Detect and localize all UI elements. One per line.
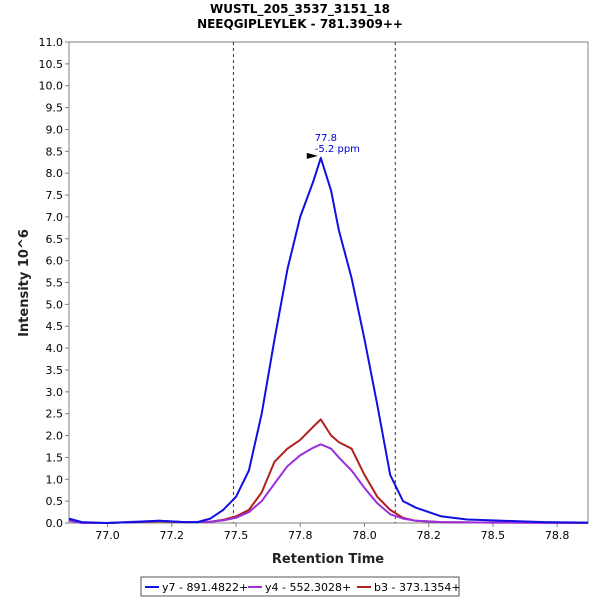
y-tick-label: 1.0 [46,473,64,486]
peak-rt-label: 77.8 [315,133,337,144]
peak-ppm-label: -5.2 ppm [315,144,360,155]
legend-item: b3 - 373.1354+ [374,581,461,594]
peak-marker [306,152,318,159]
y-tick-label: 6.0 [46,255,64,268]
x-tick-label: 77.8 [288,529,313,542]
x-tick-label: 78.5 [481,529,506,542]
series-line-y7 [68,156,589,524]
y-tick-label: 8.0 [46,167,64,180]
x-tick-label: 77.2 [160,529,185,542]
y-tick-label: 10.5 [39,58,64,71]
y-tick-label: 6.5 [46,233,64,246]
y-tick-label: 9.0 [46,123,64,136]
series-layer [68,156,589,524]
integration-bounds [232,42,396,523]
y-tick-label: 10.0 [39,80,64,93]
y-tick-label: 8.5 [46,145,64,158]
y-tick-label: 5.0 [46,298,64,311]
legend-frame [140,576,460,597]
y-tick-label: 7.0 [46,211,64,224]
y-axis: 0.0 0.5 1.0 1.5 2.0 2.5 3.0 3.5 4.0 4.5 5.0 5.5 6.0 6… [39,36,69,530]
y-tick-label: 9.5 [46,102,64,115]
y-tick-label: 0.5 [46,495,64,508]
legend-item: y4 - 552.3028+ [265,581,351,594]
x-tick-label: 78.2 [416,529,441,542]
x-axis-label: Retention Time [272,552,384,567]
y-tick-label: 0.0 [46,517,64,530]
chart-subtitle: NEEQGIPLEYLEK - 781.3909++ [197,17,403,31]
x-tick-label: 78.8 [545,529,570,542]
legend: y7 - 891.4822+ y4 - 552.3028+ b3 - 373.135… [140,576,461,597]
y-tick-label: 5.5 [46,277,64,290]
y-tick-label: 2.0 [46,430,64,443]
y-tick-label: 4.0 [46,342,64,355]
y-tick-label: 2.5 [46,408,64,421]
x-tick-label: 77.0 [95,529,120,542]
y-tick-label: 1.5 [46,451,64,464]
y-tick-label: 11.0 [39,36,64,49]
y-tick-label: 4.5 [46,320,64,333]
y-tick-label: 3.0 [46,386,64,399]
peak-annotation: 77.8 -5.2 ppm [306,133,360,159]
y-axis-label: Intensity 10^6 [17,229,32,337]
y-tick-label: 3.5 [46,364,64,377]
x-axis: 77.0 77.2 77.5 77.8 78.0 78.2 78.5 78.8 [95,523,569,542]
chart-title: WUSTL_205_3537_3151_18 [210,2,390,17]
x-tick-label: 77.5 [224,529,249,542]
y-tick-label: 7.5 [46,189,64,202]
x-tick-label: 78.0 [352,529,377,542]
plot-area [68,41,589,524]
legend-item: y7 - 891.4822+ [162,581,248,594]
